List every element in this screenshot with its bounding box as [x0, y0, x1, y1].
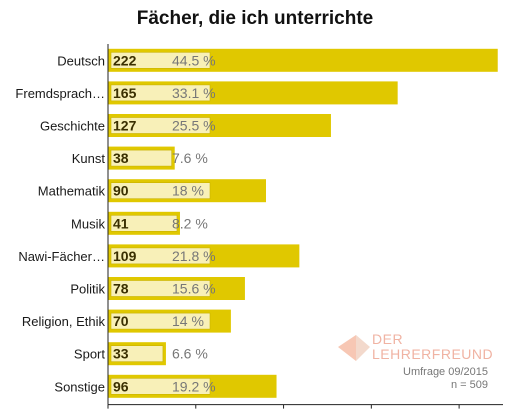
- category-label: Fremdsprach…: [15, 86, 105, 101]
- percent-label: 14 %: [172, 313, 204, 329]
- survey-info: Umfrage 09/2015 n = 509: [403, 366, 488, 392]
- value-label-box: [110, 247, 211, 265]
- survey-date: Umfrage 09/2015: [403, 366, 488, 378]
- count-label: 33: [113, 346, 129, 362]
- percent-label: 18 %: [172, 183, 204, 199]
- count-label: 127: [113, 118, 137, 134]
- percent-label: 44.5 %: [172, 52, 216, 68]
- survey-count: n = 509: [450, 379, 488, 391]
- chart-title: Fächer, die ich unterrichte: [136, 8, 374, 29]
- count-label: 70: [113, 313, 129, 329]
- logo-name-line1: DER: [372, 331, 404, 347]
- count-label: 41: [113, 215, 129, 231]
- value-label-box: [110, 182, 211, 199]
- percent-label: 25.5 %: [172, 118, 216, 134]
- value-label-box: [110, 280, 211, 297]
- category-label: Mathematik: [38, 184, 106, 199]
- value-label-box: [110, 345, 164, 363]
- category-label: Sport: [74, 347, 105, 362]
- percent-label: 8.2 %: [172, 215, 208, 231]
- value-label-box: [110, 117, 211, 134]
- category-label: Religion, Ethik: [22, 314, 106, 329]
- percent-label: 7.6 %: [172, 150, 208, 166]
- category-label: Deutsch: [57, 53, 105, 68]
- logo-mark-icon: [338, 335, 370, 361]
- count-label: 96: [113, 378, 129, 394]
- value-label-box: [110, 312, 211, 330]
- logo-name-line2: LEHRERFREUND: [372, 346, 494, 362]
- value-label-box: [110, 84, 211, 102]
- count-label: 78: [113, 281, 129, 297]
- count-label: 38: [113, 150, 129, 166]
- category-label: Kunst: [72, 151, 106, 166]
- value-label-box: [110, 51, 211, 69]
- category-label: Geschichte: [40, 119, 105, 134]
- percent-label: 19.2 %: [172, 378, 216, 394]
- count-label: 222: [113, 52, 137, 68]
- percent-label: 6.6 %: [172, 346, 208, 362]
- count-label: 165: [113, 85, 137, 101]
- percent-label: 15.6 %: [172, 281, 216, 297]
- count-label: 109: [113, 248, 137, 264]
- category-label: Politik: [70, 282, 105, 297]
- value-label-box: [110, 149, 173, 167]
- percent-label: 21.8 %: [172, 248, 216, 264]
- lehrerfreund-logo: DER LEHRERFREUND: [336, 331, 496, 391]
- value-label-box: [110, 377, 211, 395]
- category-label: Sonstige: [54, 379, 105, 394]
- percent-label: 33.1 %: [172, 85, 216, 101]
- category-label: Nawi-Fächer…: [18, 249, 105, 264]
- value-label-box: [110, 215, 178, 232]
- count-label: 90: [113, 183, 129, 199]
- category-label: Musik: [71, 216, 105, 231]
